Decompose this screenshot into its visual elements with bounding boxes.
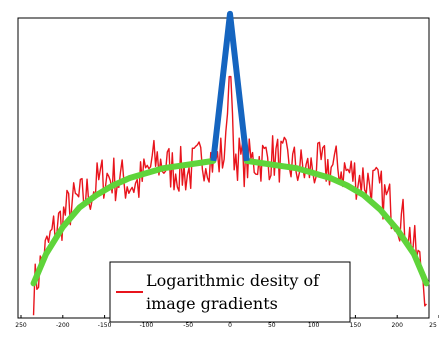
x-tick-label: 50: [268, 322, 276, 329]
legend-box: [109, 261, 351, 323]
fit-curve-left: [30, 157, 217, 287]
legend-label-line1: Logarithmic desity of: [146, 271, 320, 290]
x-tick-label: 100: [308, 322, 320, 329]
x-tick-label: -150: [98, 322, 112, 329]
legend-label-line2: image gradients: [146, 294, 278, 313]
x-tick-label: 25: [429, 322, 437, 329]
x-tick-label: -50: [183, 322, 193, 329]
legend: Logarithmic desity of image gradients: [109, 261, 351, 323]
fit-curve-right: [243, 157, 430, 287]
x-tick-label: 0: [228, 322, 232, 329]
peak-fit-line: [210, 10, 250, 162]
x-tick-label: 150: [350, 322, 362, 329]
x-tick-label: 200: [391, 322, 403, 329]
x-tick-label: -200: [56, 322, 70, 329]
gradient-density-line: [32, 75, 427, 316]
x-tick-label: 250: [15, 322, 27, 329]
x-tick-label: -100: [140, 322, 154, 329]
series-layer: [30, 10, 430, 316]
